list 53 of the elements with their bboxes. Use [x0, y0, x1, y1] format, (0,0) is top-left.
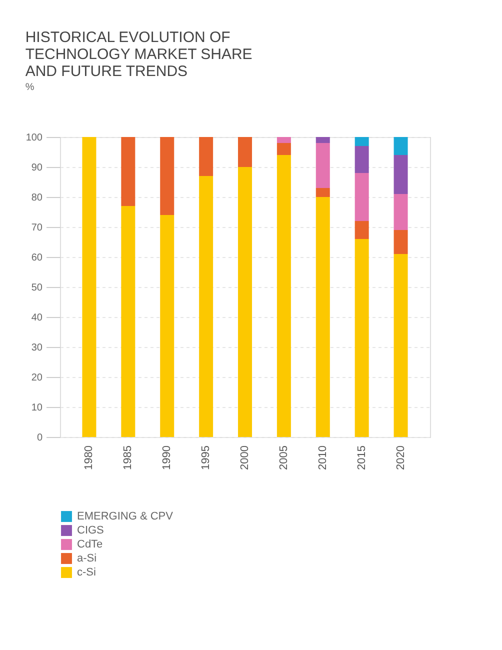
y-tick-label: 70 — [31, 222, 43, 234]
y-tick-label: 90 — [31, 162, 43, 174]
bar — [354, 239, 369, 437]
bar — [316, 188, 330, 197]
bar — [199, 176, 214, 437]
y-tick-label: 10 — [31, 402, 43, 414]
x-tick-label: 2020 — [394, 446, 407, 470]
bar — [394, 155, 408, 194]
bar — [276, 143, 291, 155]
bar — [121, 206, 136, 437]
x-tick-label: 2005 — [278, 446, 290, 470]
bar — [160, 137, 174, 215]
y-tick-label: 0 — [36, 432, 43, 444]
bar — [354, 173, 369, 221]
y-tick-label: 40 — [31, 312, 43, 324]
y-axis-title: % — [25, 82, 34, 93]
legend-label: CIGS — [77, 524, 104, 536]
bar — [394, 230, 408, 254]
bar — [238, 137, 252, 167]
y-tick-label: 50 — [31, 282, 43, 294]
bar — [354, 137, 369, 146]
bar — [354, 221, 369, 239]
x-tick-label: 1990 — [161, 446, 174, 470]
y-tick-label: 20 — [31, 372, 43, 384]
bar — [160, 215, 174, 437]
bar — [199, 137, 214, 176]
y-tick-label: 30 — [31, 342, 43, 354]
x-tick-label: 2000 — [239, 446, 251, 470]
bar — [354, 146, 369, 173]
x-tick-label: 1995 — [200, 446, 212, 470]
legend-label: CdTe — [77, 538, 103, 550]
bar — [82, 137, 96, 437]
legend-label: EMERGING & CPV — [77, 510, 174, 522]
x-tick-label: 2015 — [356, 446, 368, 470]
legend-label: c-Si — [77, 566, 96, 578]
bar — [394, 254, 408, 437]
legend-label: a-Si — [77, 552, 97, 564]
y-tick-label: 60 — [31, 252, 43, 264]
bar — [394, 194, 408, 230]
bar — [238, 167, 252, 437]
bar — [276, 137, 291, 143]
bar — [316, 143, 330, 188]
x-tick-label: 1980 — [83, 446, 96, 470]
x-tick-label: 2010 — [316, 446, 329, 470]
bar — [121, 137, 136, 206]
bar — [316, 137, 330, 143]
x-tick-label: 1985 — [122, 446, 134, 470]
bar — [316, 197, 330, 437]
bar — [394, 137, 408, 155]
bar — [276, 155, 291, 437]
chart-title: HISTORICAL EVOLUTION OF TECHNOLOGY MARKET SHARE AND FUTURE TRENDS — [25, 29, 252, 80]
y-tick-label: 100 — [26, 132, 43, 144]
y-tick-label: 80 — [31, 192, 43, 204]
